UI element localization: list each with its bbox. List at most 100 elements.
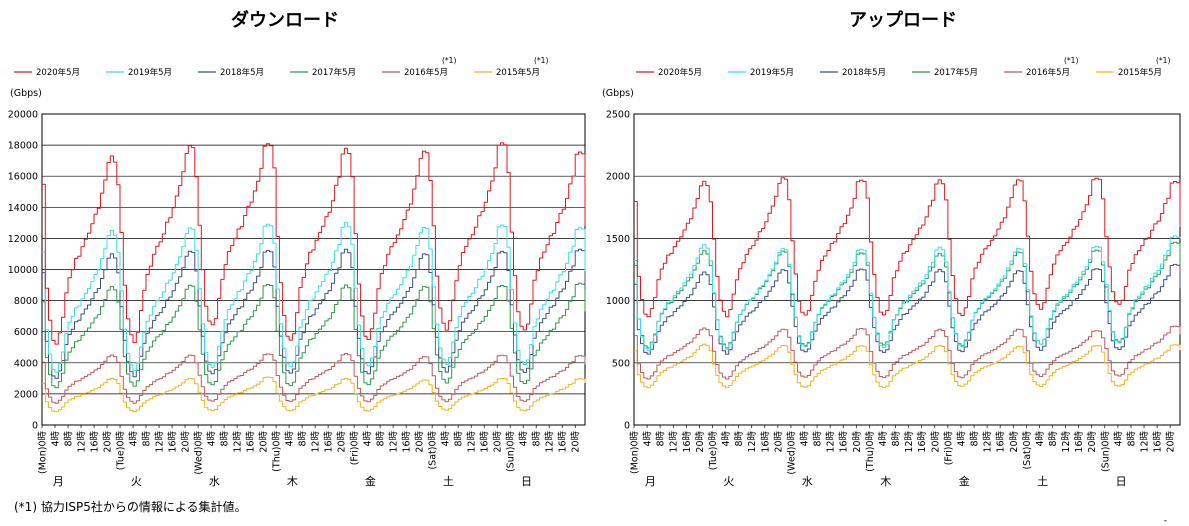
footnote: (*1) 協力ISP5社からの情報による集計値。 [14, 500, 247, 514]
y-tick-label: 2000 [606, 172, 630, 183]
legend-item: 2015年5月 (*1) [474, 56, 548, 78]
x-tick-label: (Thu)0時 [272, 431, 283, 472]
x-tick-label: (Sat)0時 [1022, 431, 1033, 470]
series-line [42, 376, 586, 413]
legend: 2020年5月 2019年5月 2018年5月 2017年5月 2016年5月(*1) 2… [14, 56, 548, 78]
x-tick-label: (Wed)0時 [194, 431, 205, 475]
x-tick-label: (Wed)0時 [786, 431, 797, 475]
y-tick-label: 18000 [8, 141, 38, 152]
x-tick-label: 12時 [983, 431, 994, 453]
x-tick-label: 8時 [376, 431, 387, 447]
legend-item: 2018年5月 [198, 67, 264, 78]
day-label: 金 [959, 474, 970, 488]
x-tick-label: 16時 [1074, 431, 1085, 453]
legend-label: 2016年5月 [1026, 67, 1070, 78]
x-tick-label: 8時 [734, 431, 745, 447]
x-tick-label: 20時 [259, 431, 270, 453]
x-tick-label: 16時 [760, 431, 771, 453]
series-line [634, 177, 1181, 318]
y-tick-label: 1500 [606, 234, 630, 245]
day-label: 金 [365, 474, 376, 488]
x-tick-label: (Tue)0時 [708, 431, 719, 471]
x-tick-label: 4時 [643, 431, 654, 447]
x-tick-label: (Mon)0時 [38, 431, 49, 474]
x-tick-label: 16時 [402, 431, 413, 453]
x-tick-label: (Sat)0時 [428, 431, 439, 470]
y-tick-label: 10000 [8, 265, 38, 276]
x-tick-label: 12時 [233, 431, 244, 453]
legend-item: 2019年5月 [728, 67, 794, 78]
x-tick-label: 16時 [90, 431, 101, 453]
legend-label: 2019年5月 [128, 67, 172, 78]
day-label: 月 [53, 475, 64, 488]
day-label: 木 [880, 475, 891, 488]
series-line [42, 282, 586, 389]
legend-label: 2017年5月 [312, 67, 356, 78]
x-tick-label: 16時 [246, 431, 257, 453]
y-tick-label: 14000 [8, 203, 38, 214]
x-tick-label: 8時 [454, 431, 465, 447]
x-tick-label: 8時 [298, 431, 309, 447]
legend-label: 2018年5月 [220, 67, 264, 78]
x-tick-label: 8時 [656, 431, 667, 447]
x-tick-label: 12時 [1061, 431, 1072, 453]
plot-area [633, 113, 1181, 426]
y-tick-label: 16000 [8, 172, 38, 183]
x-tick-label: 20時 [415, 431, 426, 453]
legend-item: 2019年5月 [106, 67, 172, 78]
legend-item: 2017年5月 [912, 67, 978, 78]
series-line [42, 142, 586, 345]
y-tick-label: 4000 [14, 358, 38, 369]
y-axis-label: (Gbps) [10, 88, 42, 99]
x-tick-label: 20時 [571, 431, 582, 453]
legend-footnote-marker: (*1) [442, 56, 456, 65]
legend-item: 2017年5月 [290, 67, 356, 78]
x-tick-label: 4時 [1113, 431, 1124, 447]
legend-item: 2020年5月 [14, 67, 80, 78]
day-label: 水 [209, 475, 220, 488]
y-tick-label: 2000 [14, 389, 38, 400]
x-tick-label: 20時 [1009, 431, 1020, 453]
day-label: 土 [443, 475, 454, 488]
x-tick-label: 20時 [493, 431, 504, 453]
x-tick-label: 8時 [1126, 431, 1137, 447]
x-tick-label: 20時 [773, 431, 784, 453]
x-tick-label: 8時 [64, 431, 75, 447]
x-tick-label: 4時 [441, 431, 452, 447]
y-axis-label: (Gbps) [602, 88, 634, 99]
x-tick-label: 12時 [545, 431, 556, 453]
series-line [634, 325, 1181, 380]
chart-upload: アップロード 2020年5月 2019年5月 2018年5月 2017年5月 2016年5… [602, 9, 1181, 488]
x-tick-label: 16時 [168, 431, 179, 453]
x-tick-label: 12時 [747, 431, 758, 453]
series-line [634, 343, 1181, 389]
series-line [634, 263, 1181, 355]
series-group [634, 177, 1181, 389]
legend-item: 2015年5月 (*1) [1096, 56, 1170, 78]
legend-item: 2016年5月 (*1) [382, 56, 456, 78]
x-tick-label: 8時 [532, 431, 543, 447]
day-label: 木 [287, 475, 298, 488]
x-tick-label: (Mon)0時 [630, 431, 641, 474]
y-tick-label: 0 [624, 421, 630, 432]
x-tick-label: 20時 [103, 431, 114, 453]
x-tick-label: 8時 [220, 431, 231, 447]
corner-mark: - [1163, 516, 1167, 526]
legend-label: 2020年5月 [658, 67, 702, 78]
x-tick-label: 4時 [878, 431, 889, 447]
series-line [634, 235, 1181, 351]
x-tick-label: 16時 [1153, 431, 1164, 453]
x-tick-label: 8時 [970, 431, 981, 447]
x-tick-label: 4時 [51, 431, 62, 447]
x-tick-label: 16時 [480, 431, 491, 453]
x-tick-label: 12時 [311, 431, 322, 453]
x-tick-label: 16時 [558, 431, 569, 453]
day-label: 土 [1037, 475, 1048, 488]
chart-download: ダウンロード 2020年5月 2019年5月 2018年5月 2017年5月 2016年5… [8, 9, 586, 488]
day-label: 水 [802, 475, 813, 488]
x-tick-label: 20時 [695, 431, 706, 453]
x-tick-label: 12時 [1140, 431, 1151, 453]
x-tick-label: (Thu)0時 [865, 431, 876, 472]
